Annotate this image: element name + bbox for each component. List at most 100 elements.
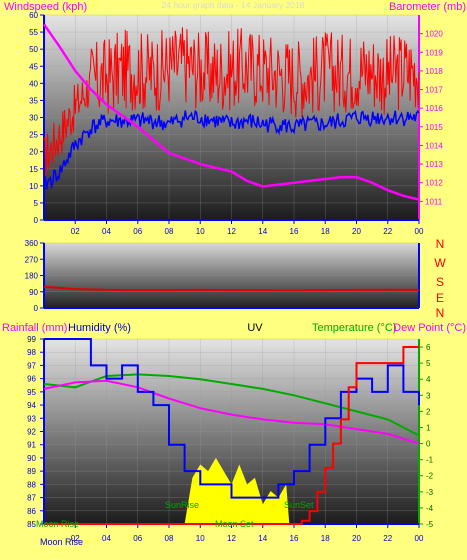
y-tick-label: 94 xyxy=(27,401,36,410)
top-axes: 0510152025303540455055601011101210131014… xyxy=(29,11,443,236)
windspeed-line xyxy=(43,27,420,177)
y-tick-label: 25 xyxy=(29,131,38,140)
y-tick-label: 92 xyxy=(27,428,36,437)
y2-tick-label: 1016 xyxy=(425,104,443,113)
x-tick-label: 22 xyxy=(383,227,392,236)
y-tick-label: 85 xyxy=(27,520,36,529)
y-tick-label: 50 xyxy=(29,45,38,54)
y2-tick-label: 5 xyxy=(426,359,431,368)
x-tick-label: 14 xyxy=(258,534,267,543)
y-tick-label: 360 xyxy=(25,239,39,248)
y-tick-label: 270 xyxy=(25,255,39,264)
y-tick-label: 10 xyxy=(29,182,38,191)
y2-tick-label: 1014 xyxy=(425,141,443,150)
y-tick-label: 15 xyxy=(29,165,38,174)
y2-tick-label: 1018 xyxy=(425,67,443,76)
y-tick-label: 88 xyxy=(27,480,36,489)
x-tick-label: 02 xyxy=(71,227,80,236)
y2-tick-label: -1 xyxy=(426,456,434,465)
y-tick-label: 87 xyxy=(27,494,36,503)
barometer-axis-title: Barometer (mb) xyxy=(389,1,466,13)
y2-tick-label: 6 xyxy=(426,343,431,352)
sunset-annotation: SunSet xyxy=(284,500,314,510)
y-tick-label: 98 xyxy=(27,348,36,357)
bottom-series xyxy=(43,338,420,525)
y-tick-label: 60 xyxy=(29,11,38,20)
y-tick-label: 5 xyxy=(34,199,39,208)
windspeed-axis-title: Windspeed (kph) xyxy=(4,1,87,13)
uv-area xyxy=(184,457,290,524)
y2-tick-label: 1017 xyxy=(425,86,443,95)
wind-direction-line xyxy=(43,285,420,292)
cardinal-label: N xyxy=(436,237,445,251)
secondary-temperature-line xyxy=(43,379,420,445)
x-tick-label: 08 xyxy=(165,534,174,543)
cardinal-label: N xyxy=(436,306,445,320)
y2-tick-label: 1020 xyxy=(425,30,443,39)
y-tick-label: 20 xyxy=(29,148,38,157)
y2-tick-label: 1015 xyxy=(425,123,443,132)
y2-tick-label: 2 xyxy=(426,407,431,416)
y-tick-label: 86 xyxy=(27,507,36,516)
x-tick-label: 12 xyxy=(227,227,236,236)
x-tick-label: 14 xyxy=(258,227,267,236)
x-tick-label: 10 xyxy=(196,534,205,543)
y2-tick-label: -3 xyxy=(426,488,434,497)
top-gridlines xyxy=(44,14,420,221)
x-tick-label: 10 xyxy=(196,227,205,236)
uv-axis-title: UV xyxy=(247,322,263,334)
y2-tick-label: 4 xyxy=(426,375,431,384)
y-tick-label: 89 xyxy=(27,467,36,476)
moon-rise-annotation: Moon Rise xyxy=(36,519,79,529)
y-tick-label: 95 xyxy=(27,388,36,397)
y-tick-label: 55 xyxy=(29,28,38,37)
humidity-axis-title: Humidity (%) xyxy=(68,322,131,334)
temperature-line xyxy=(44,346,419,525)
cardinal-label: E xyxy=(436,291,444,305)
y2-tick-label: 1012 xyxy=(425,179,443,188)
x-tick-label: 06 xyxy=(133,227,142,236)
y-tick-label: 93 xyxy=(27,414,36,423)
x-tick-label: 02 xyxy=(71,534,80,543)
direction-panel: 0 90 180 270 360 xyxy=(25,239,420,313)
x-tick-label: 20 xyxy=(352,227,361,236)
cardinal-label: S xyxy=(436,275,444,289)
cardinal-label: W xyxy=(434,256,446,270)
x-tick-label: 04 xyxy=(102,534,111,543)
y-tick-label: 180 xyxy=(25,272,39,281)
y2-tick-label: -4 xyxy=(426,504,434,513)
y-tick-label: 96 xyxy=(27,375,36,384)
x-tick-label: 00 xyxy=(415,227,424,236)
x-tick-label: 16 xyxy=(290,534,299,543)
dewpoint-axis-title: Dew Point (°C) xyxy=(393,322,466,334)
y2-tick-label: 1019 xyxy=(425,48,443,57)
y-tick-label: 0 xyxy=(34,216,39,225)
y2-tick-label: 1011 xyxy=(425,197,443,206)
x-tick-label: 08 xyxy=(165,227,174,236)
barometer-line xyxy=(42,23,420,201)
y2-tick-label: 1 xyxy=(426,423,431,432)
y-tick-label: 45 xyxy=(29,62,38,71)
moon-rise-axis-annotation: Moon Rise xyxy=(40,537,83,547)
rainfall-axis-title: Rainfall (mm) xyxy=(2,322,67,334)
y-tick-label: 35 xyxy=(29,96,38,105)
x-tick-label: 04 xyxy=(102,227,111,236)
average-wind-line xyxy=(43,109,420,190)
y2-tick-label: 0 xyxy=(426,440,431,449)
temperature-axis-title: Temperature (°C) xyxy=(312,322,396,334)
y-tick-label: 99 xyxy=(27,335,36,344)
moon-set-annotation: Moon Set xyxy=(215,519,254,529)
x-tick-label: 12 xyxy=(227,534,236,543)
y-tick-label: 0 xyxy=(34,304,39,313)
y2-tick-label: 1013 xyxy=(425,160,443,169)
y-tick-label: 40 xyxy=(29,79,38,88)
x-tick-label: 00 xyxy=(415,534,424,543)
y-tick-label: 90 xyxy=(29,288,38,297)
humidity-line xyxy=(44,338,420,499)
x-tick-label: 20 xyxy=(352,534,361,543)
bottom-axes: 85 86 87 88 89 90 91 92 93 94 95 96 97 98 99 -5 -4 -3 -2 -1… xyxy=(27,335,434,543)
x-tick-label: 22 xyxy=(383,534,392,543)
y-tick-label: 91 xyxy=(27,441,36,450)
